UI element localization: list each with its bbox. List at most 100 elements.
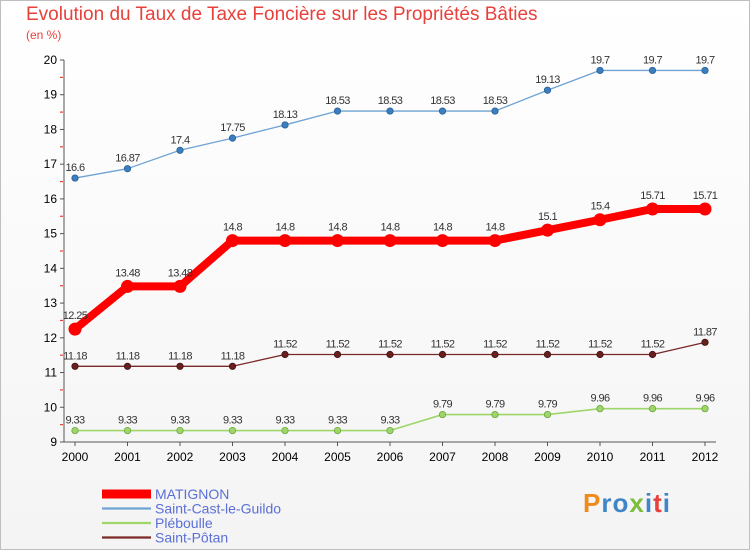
data-point-saint-potan (176, 362, 184, 370)
data-point-saint-potan (701, 338, 709, 346)
data-point-pleboulle (438, 410, 447, 419)
data-point-saint-potan (123, 362, 132, 370)
data-label-saint-cast-le-guildo: 19.7 (643, 54, 662, 66)
x-tick-label: 2002 (167, 450, 194, 464)
data-labels-layer: 16.6 16.87 17.4 17.75 18.13 18.53 18.53 18.53 18… (63, 54, 719, 427)
x-tick-label: 2004 (272, 450, 299, 464)
legend-label-matignon: MATIGNON (155, 486, 229, 502)
logo-letter: o (612, 488, 630, 518)
data-point-saint-cast-le-guildo (228, 134, 237, 142)
data-point-matignon (593, 213, 607, 227)
data-label-pleboulle: 9.33 (275, 415, 294, 427)
y-tick-label: 14 (44, 261, 58, 275)
data-label-matignon: 13.48 (168, 267, 193, 279)
chart-legend: MATIGNONSaint-Cast-le-GuildoPléboulleSai… (102, 486, 281, 546)
y-tick-label: 11 (45, 366, 58, 380)
data-label-pleboulle: 9.33 (170, 415, 189, 427)
data-label-pleboulle: 9.79 (538, 399, 557, 411)
data-label-saint-potan: 11.18 (221, 350, 245, 362)
data-label-saint-potan: 11.18 (116, 350, 140, 362)
y-tick-label: 15 (44, 227, 58, 241)
data-label-pleboulle: 9.96 (643, 393, 662, 405)
data-point-matignon (331, 234, 344, 248)
logo-letter: t (653, 488, 663, 518)
data-point-saint-cast-le-guildo (123, 165, 132, 173)
data-point-saint-cast-le-guildo (491, 107, 499, 115)
data-label-pleboulle: 9.33 (118, 415, 137, 427)
data-point-matignon (68, 322, 82, 336)
x-tick-label: 2001 (114, 450, 141, 464)
data-label-saint-cast-le-guildo: 16.87 (115, 153, 140, 165)
data-point-pleboulle (543, 410, 552, 419)
data-point-saint-cast-le-guildo (648, 66, 657, 75)
data-point-pleboulle (176, 426, 184, 435)
data-label-pleboulle: 9.79 (485, 399, 504, 411)
data-label-saint-cast-le-guildo: 17.75 (220, 122, 245, 134)
data-label-saint-potan: 11.52 (431, 338, 455, 350)
data-label-pleboulle: 9.33 (328, 415, 347, 427)
data-point-matignon (698, 202, 712, 216)
y-tick-label: 18 (44, 122, 58, 136)
legend-label-saint-cast-le-guildo: Saint-Cast-le-Guildo (155, 501, 281, 517)
y-tick-label: 19 (44, 88, 58, 102)
data-point-saint-cast-le-guildo (438, 107, 447, 115)
legend-label-pleboulle: Pléboulle (155, 515, 213, 531)
y-tick-label: 12 (44, 331, 58, 345)
data-label-saint-potan: 11.52 (378, 338, 402, 350)
data-label-saint-cast-le-guildo: 18.53 (378, 95, 403, 107)
data-label-saint-cast-le-guildo: 16.6 (65, 162, 84, 174)
x-tick-label: 2008 (482, 450, 509, 464)
x-tick-label: 2006 (377, 450, 404, 464)
data-point-saint-potan (71, 362, 79, 370)
x-tick-label: 2012 (692, 450, 719, 464)
data-label-saint-potan: 11.52 (326, 338, 350, 350)
data-label-saint-potan: 11.18 (168, 350, 192, 362)
data-label-saint-cast-le-guildo: 18.53 (325, 95, 350, 107)
data-point-pleboulle (281, 426, 289, 435)
data-label-saint-cast-le-guildo: 19.13 (535, 74, 560, 86)
data-point-matignon (541, 223, 554, 237)
y-tick-label: 9 (50, 435, 57, 449)
data-point-matignon (646, 202, 659, 216)
data-label-matignon: 13.48 (115, 267, 140, 279)
data-point-pleboulle (333, 426, 342, 435)
data-point-pleboulle (71, 426, 79, 435)
data-point-pleboulle (701, 405, 709, 413)
proxiti-logo: Proxiti (583, 488, 671, 519)
data-label-saint-potan: 11.52 (273, 338, 297, 350)
data-label-saint-potan: 11.52 (588, 338, 612, 350)
data-label-saint-potan: 11.52 (641, 338, 665, 350)
data-label-saint-potan: 11.87 (693, 326, 717, 338)
logo-letter: i (644, 488, 654, 518)
data-point-pleboulle (648, 405, 657, 413)
x-tick-label: 2000 (62, 450, 89, 464)
series-line-saint-cast-le-guildo (74, 69, 706, 179)
data-point-saint-cast-le-guildo (333, 107, 342, 115)
x-tick-label: 2007 (429, 450, 456, 464)
y-tick-label: 13 (44, 296, 58, 310)
data-label-saint-potan: 11.52 (483, 338, 507, 350)
logo-letter: x (629, 488, 645, 518)
x-tick-label: 2003 (219, 450, 246, 464)
data-point-matignon (278, 234, 292, 248)
data-label-matignon: 14.8 (485, 222, 504, 234)
x-tick-label: 2010 (587, 450, 614, 464)
y-tick-label: 16 (44, 192, 58, 206)
data-label-matignon: 14.8 (223, 222, 242, 234)
data-label-saint-cast-le-guildo: 17.4 (170, 134, 189, 146)
data-label-pleboulle: 9.33 (65, 415, 84, 427)
data-point-saint-potan (386, 350, 394, 359)
data-point-saint-cast-le-guildo (596, 66, 604, 75)
data-point-saint-cast-le-guildo (543, 86, 552, 94)
data-point-saint-cast-le-guildo (176, 146, 184, 154)
data-label-matignon: 15.71 (640, 190, 665, 202)
data-point-matignon (226, 234, 239, 248)
data-label-saint-cast-le-guildo: 18.53 (430, 95, 455, 107)
data-point-saint-cast-le-guildo (701, 66, 709, 75)
data-point-matignon (121, 279, 134, 293)
data-point-saint-potan (438, 350, 447, 359)
data-point-saint-potan (333, 350, 342, 359)
data-label-matignon: 12.25 (63, 310, 88, 322)
logo-letter: P (583, 488, 602, 518)
data-label-matignon: 15.1 (538, 211, 557, 223)
